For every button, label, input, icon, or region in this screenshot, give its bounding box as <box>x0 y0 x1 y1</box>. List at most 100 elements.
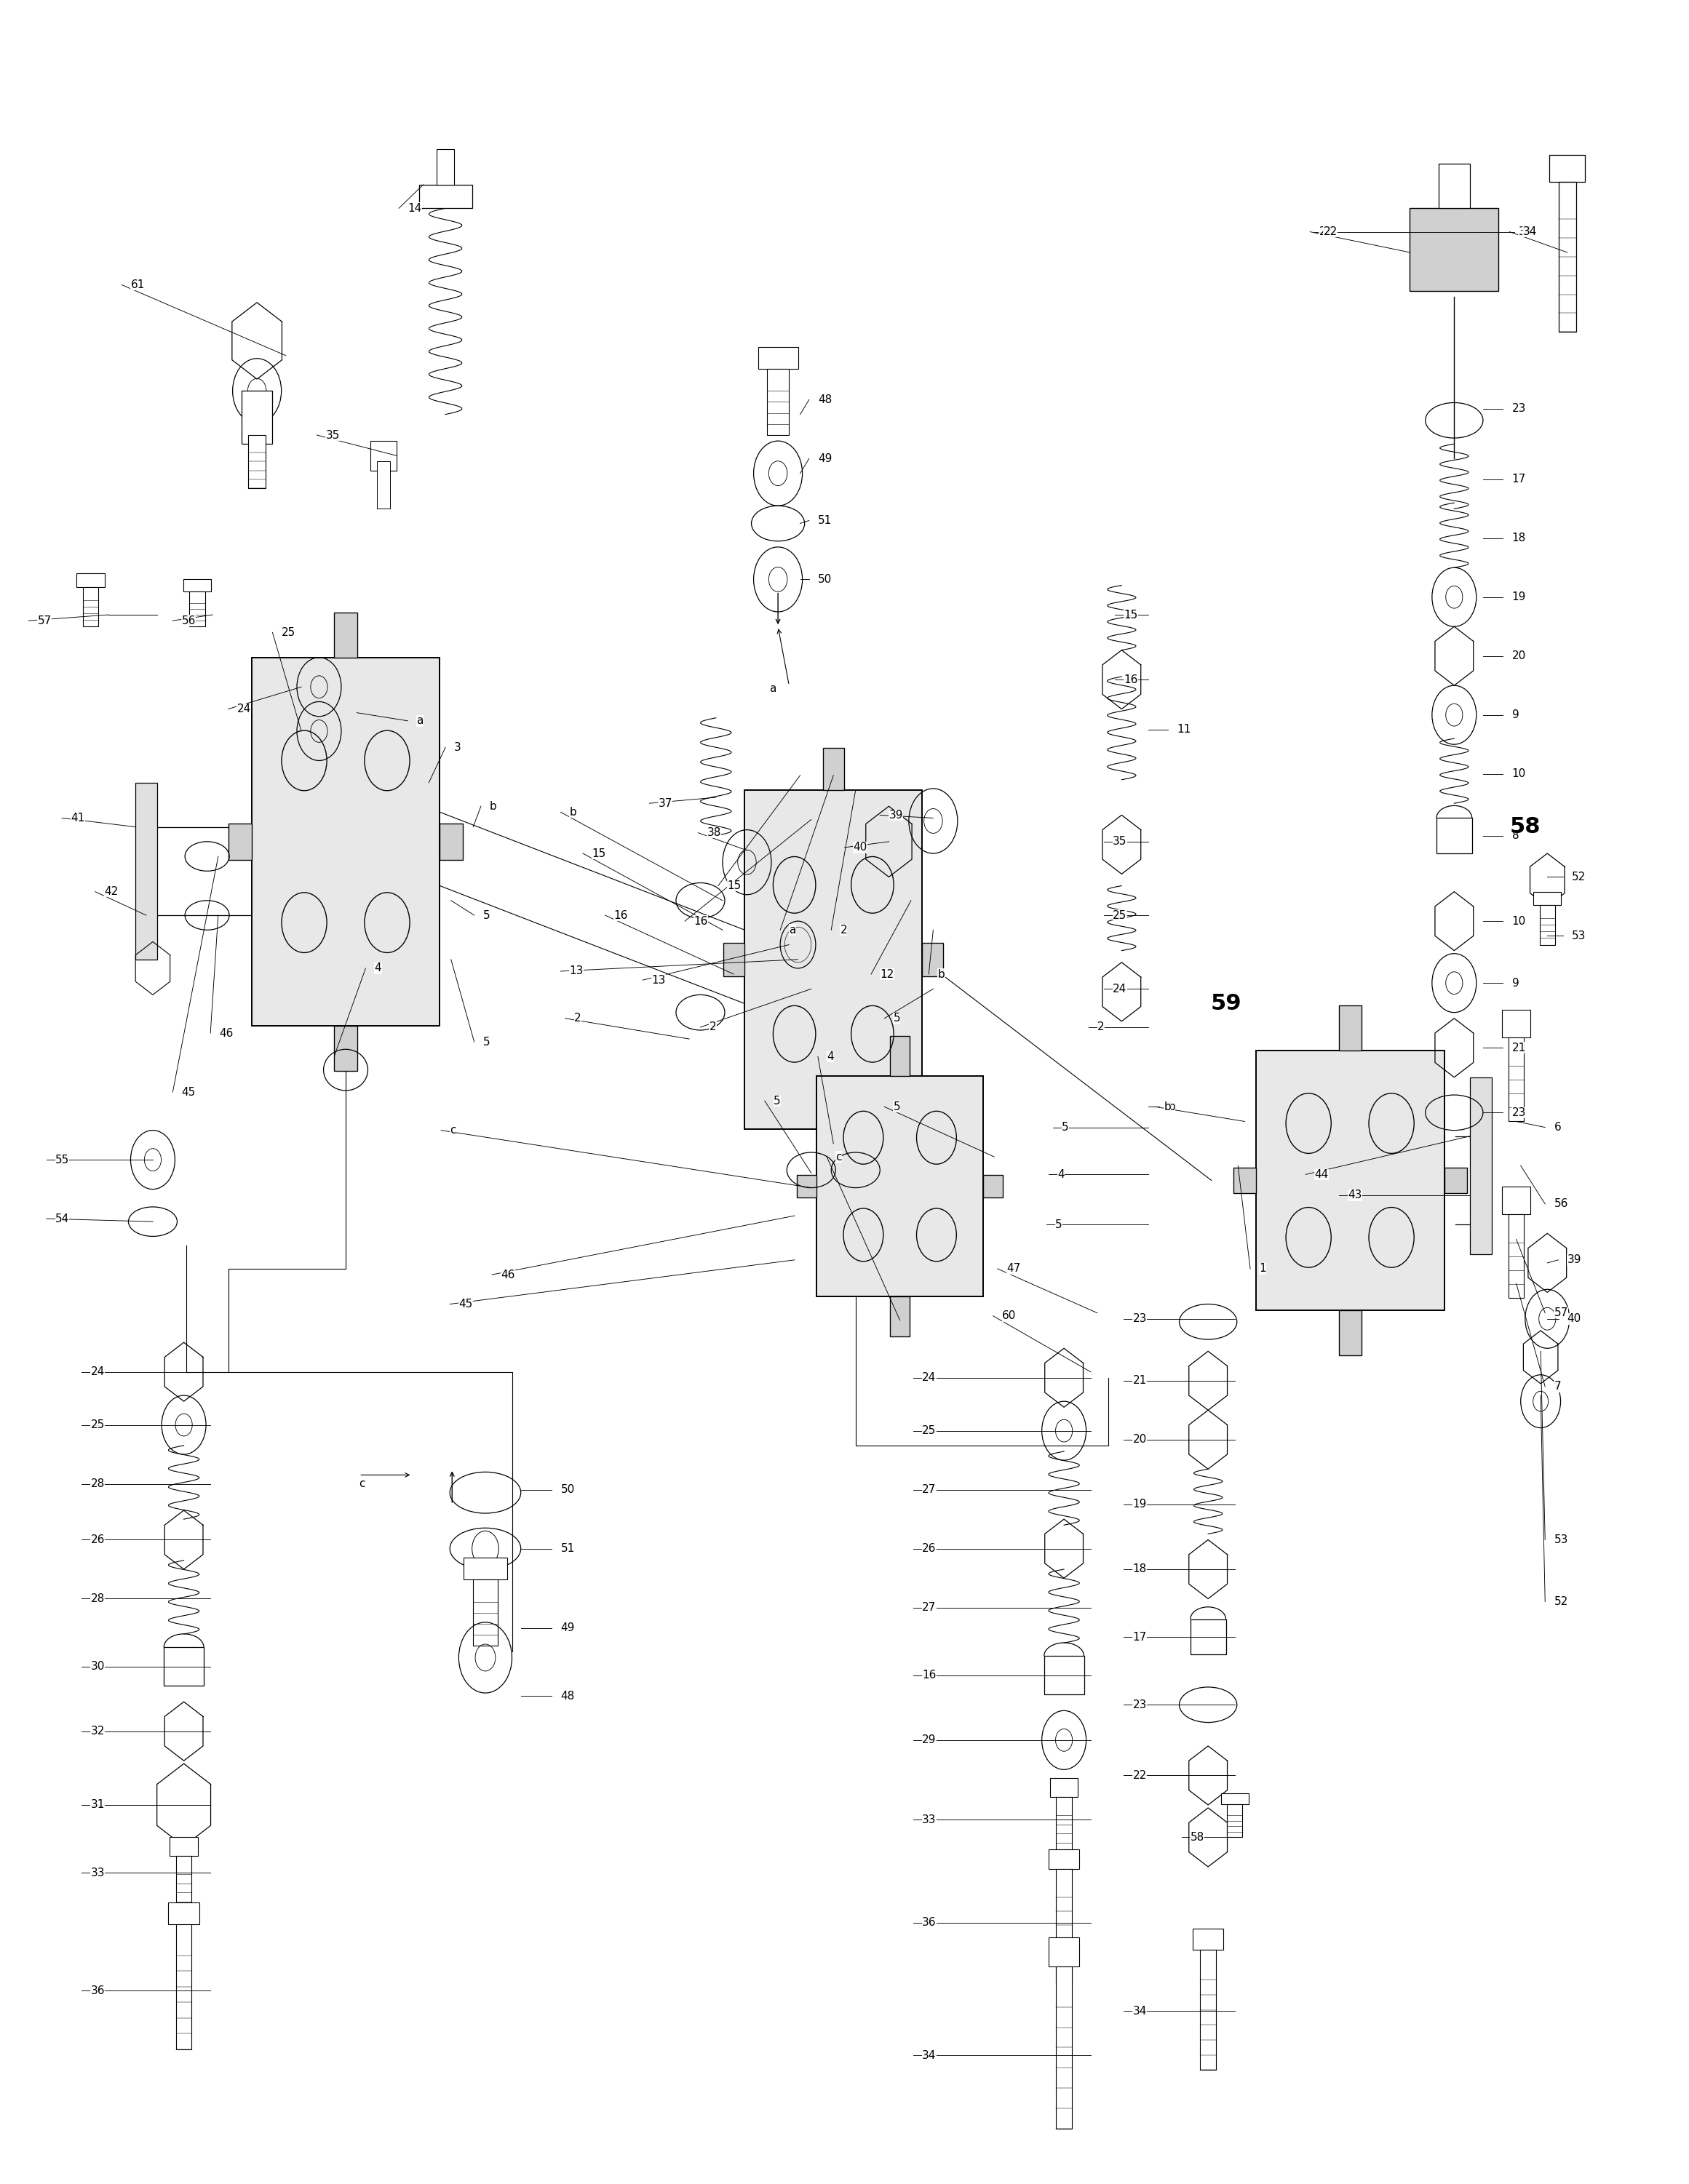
Text: a: a <box>768 684 775 695</box>
Text: 4: 4 <box>826 1051 834 1061</box>
Bar <box>189 592 204 627</box>
Bar <box>1255 1051 1444 1310</box>
Bar <box>817 1077 983 1297</box>
Text: 16: 16 <box>922 1671 936 1682</box>
Bar <box>1559 181 1576 332</box>
Text: 41: 41 <box>71 812 84 823</box>
Text: 26: 26 <box>922 1544 936 1555</box>
Text: 25: 25 <box>282 627 296 638</box>
Bar <box>135 782 157 959</box>
Text: 25: 25 <box>922 1426 936 1437</box>
Text: 37: 37 <box>659 797 672 808</box>
Bar <box>1051 1778 1078 1797</box>
Text: 53: 53 <box>1554 1535 1567 1546</box>
Text: 28: 28 <box>91 1594 105 1605</box>
Text: 19: 19 <box>1133 1498 1147 1509</box>
Bar <box>1444 1168 1466 1192</box>
Text: 25: 25 <box>1113 911 1127 922</box>
Bar <box>983 1175 1003 1197</box>
Bar <box>1226 1804 1243 1837</box>
Text: 57: 57 <box>1554 1308 1567 1319</box>
Text: 35: 35 <box>326 430 339 441</box>
Text: 56: 56 <box>1554 1199 1567 1210</box>
Text: 49: 49 <box>561 1623 574 1634</box>
Bar <box>1049 1850 1079 1870</box>
Text: 7: 7 <box>1554 1380 1561 1391</box>
Bar <box>334 612 356 657</box>
Text: 61: 61 <box>130 280 145 290</box>
Text: c: c <box>449 1125 456 1136</box>
Text: 9: 9 <box>1512 978 1518 989</box>
Bar <box>164 1647 204 1686</box>
Text: 52: 52 <box>1572 871 1586 882</box>
Text: 17: 17 <box>1133 1631 1147 1642</box>
Text: 44: 44 <box>1314 1168 1329 1179</box>
Bar <box>439 823 463 860</box>
Text: 9: 9 <box>1512 710 1518 721</box>
Text: 18: 18 <box>1133 1564 1147 1575</box>
Text: 24: 24 <box>91 1367 105 1378</box>
Text: 8: 8 <box>1512 830 1518 841</box>
Bar <box>823 1129 844 1171</box>
Text: 34: 34 <box>1133 2005 1147 2016</box>
Bar <box>1502 1009 1530 1037</box>
Text: 2: 2 <box>709 1022 716 1033</box>
Bar <box>1192 1928 1223 1950</box>
Text: 33: 33 <box>91 1867 105 1878</box>
Bar <box>890 1035 910 1077</box>
Bar <box>169 1902 199 1924</box>
Text: 6: 6 <box>1554 1123 1561 1133</box>
Text: 45: 45 <box>182 1088 196 1096</box>
Text: b: b <box>569 806 576 817</box>
Bar <box>1549 155 1584 181</box>
Text: 43: 43 <box>1348 1190 1361 1201</box>
Text: 33: 33 <box>922 1815 936 1826</box>
Bar <box>1534 891 1561 904</box>
Text: 23: 23 <box>1133 1699 1147 1710</box>
Text: 14: 14 <box>407 203 422 214</box>
Text: 3: 3 <box>454 743 461 753</box>
Text: 16: 16 <box>613 911 628 922</box>
Bar <box>228 823 252 860</box>
Text: 51: 51 <box>561 1544 574 1555</box>
Bar <box>171 1837 198 1856</box>
Text: 10: 10 <box>1512 769 1525 780</box>
Text: 27: 27 <box>922 1603 936 1614</box>
Text: 34: 34 <box>1518 227 1532 238</box>
Text: 15: 15 <box>591 847 606 858</box>
Text: 35: 35 <box>1113 836 1127 847</box>
Text: 2: 2 <box>1098 1022 1105 1033</box>
Text: b: b <box>1164 1101 1170 1112</box>
Text: 56: 56 <box>182 616 196 627</box>
Text: 42: 42 <box>105 887 118 898</box>
Bar <box>1049 1937 1079 1966</box>
Bar <box>1191 1618 1226 1655</box>
Text: 32: 32 <box>91 1725 105 1736</box>
Bar <box>890 1297 910 1337</box>
Text: 4: 4 <box>1057 1168 1064 1179</box>
Text: 59: 59 <box>1211 994 1241 1013</box>
Bar <box>252 657 439 1026</box>
Text: a: a <box>789 924 796 935</box>
Text: 11: 11 <box>1177 725 1191 736</box>
Text: 28: 28 <box>91 1479 105 1489</box>
Text: 5: 5 <box>483 1037 490 1048</box>
Text: 12: 12 <box>880 970 893 981</box>
Bar <box>1044 1655 1084 1695</box>
Text: 16: 16 <box>694 915 708 926</box>
Bar <box>1410 207 1498 290</box>
Text: 10: 10 <box>1512 915 1525 926</box>
Bar <box>176 1856 191 1911</box>
Bar <box>76 574 105 587</box>
Text: b: b <box>1169 1101 1176 1112</box>
Text: 22: 22 <box>1133 1769 1147 1780</box>
Text: 39: 39 <box>1567 1254 1581 1265</box>
Text: 16: 16 <box>1123 675 1138 686</box>
Text: 29: 29 <box>922 1734 936 1745</box>
Bar <box>1221 1793 1248 1804</box>
Bar <box>1540 904 1556 946</box>
Text: 30: 30 <box>91 1662 105 1673</box>
Text: 2: 2 <box>574 1013 581 1024</box>
Text: 5: 5 <box>1056 1219 1062 1230</box>
Bar <box>723 943 745 976</box>
